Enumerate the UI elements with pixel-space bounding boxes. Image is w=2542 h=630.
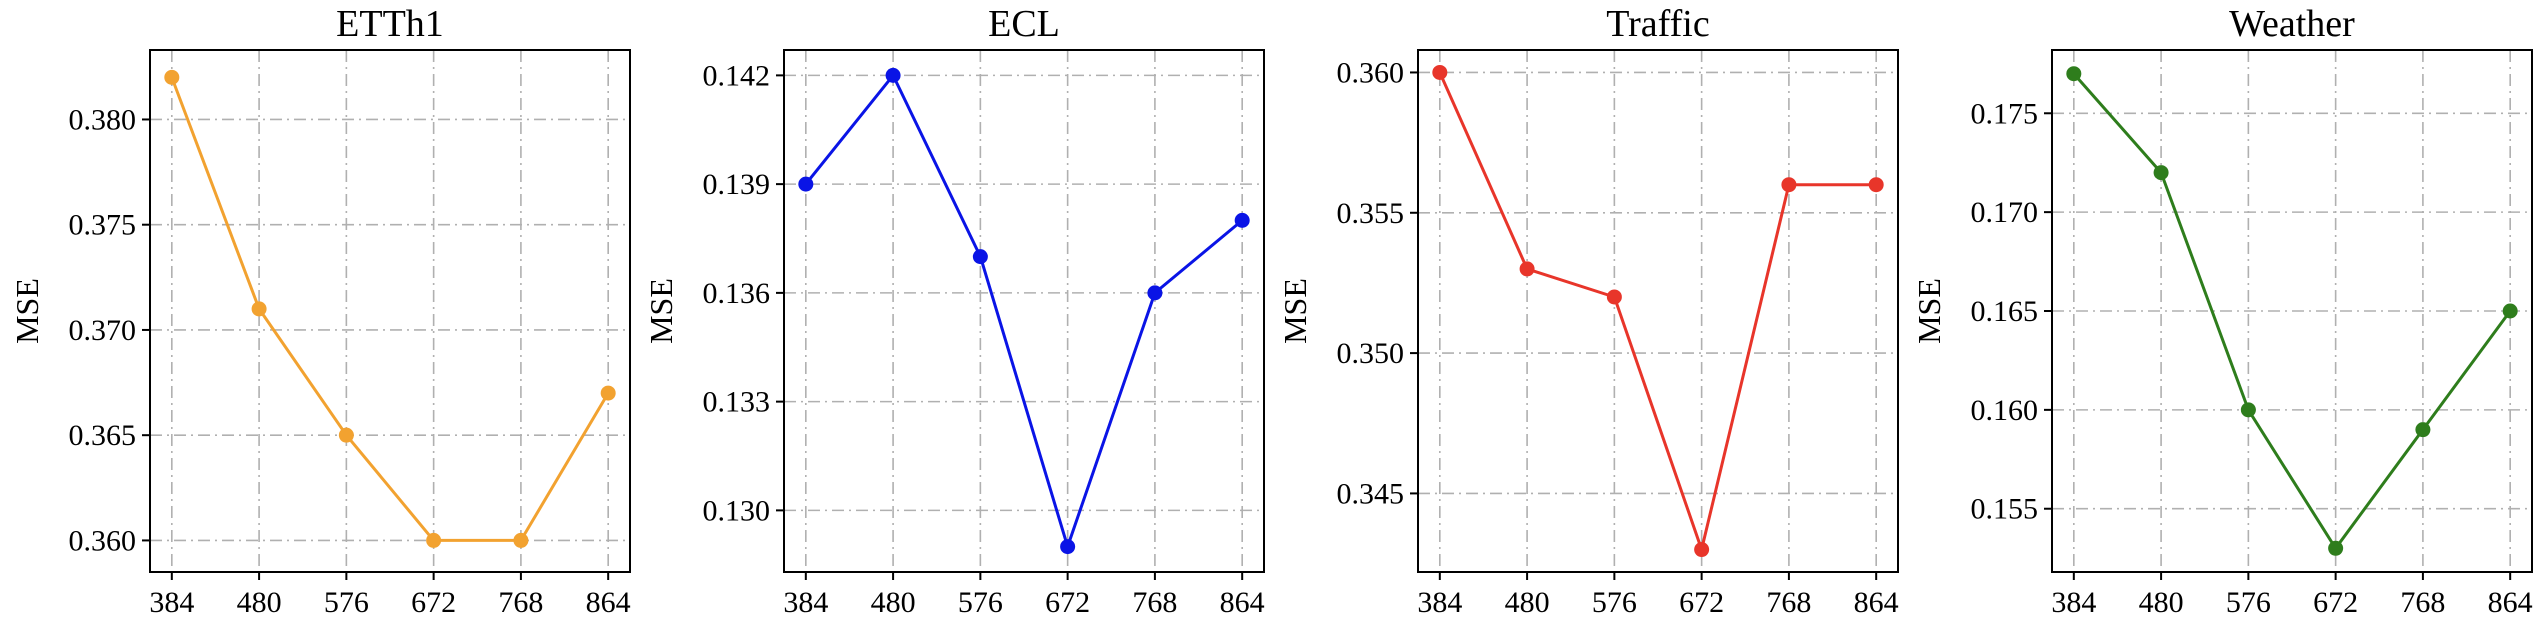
y-axis-label: MSE bbox=[643, 278, 679, 344]
x-tick-label: 768 bbox=[1766, 586, 1811, 619]
data-point bbox=[2415, 422, 2431, 438]
data-point bbox=[2502, 303, 2518, 319]
y-tick-label: 0.160 bbox=[1971, 394, 2039, 427]
y-tick-label: 0.355 bbox=[1337, 197, 1405, 230]
y-tick-label: 0.142 bbox=[703, 59, 771, 92]
data-point bbox=[1519, 261, 1535, 277]
data-point bbox=[1606, 289, 1622, 305]
y-tick-label: 0.370 bbox=[69, 314, 137, 347]
plot-frame bbox=[1417, 49, 1899, 573]
y-tick-label: 0.360 bbox=[69, 524, 137, 557]
data-point bbox=[885, 67, 901, 83]
x-tick-label: 384 bbox=[2051, 586, 2096, 619]
chart-panel: 384 480 576 672 768 864 0.155 0.160 0.165 0.170 0.… bbox=[1911, 3, 2533, 619]
data-point bbox=[1781, 177, 1797, 193]
plot-frame bbox=[149, 49, 631, 573]
y-tick-label: 0.165 bbox=[1971, 295, 2039, 328]
data-point bbox=[1868, 177, 1884, 193]
x-tick-label: 672 bbox=[1679, 586, 1724, 619]
x-tick-label: 864 bbox=[586, 586, 631, 619]
x-tick-label: 864 bbox=[1854, 586, 1899, 619]
x-tick-label: 864 bbox=[2488, 586, 2533, 619]
x-tick-label: 576 bbox=[958, 586, 1003, 619]
data-point bbox=[1694, 542, 1710, 558]
data-point bbox=[798, 176, 814, 192]
data-point bbox=[2240, 402, 2256, 418]
y-tick-label: 0.350 bbox=[1337, 337, 1405, 370]
y-axis-label: MSE bbox=[1911, 278, 1947, 344]
y-tick-label: 0.175 bbox=[1971, 97, 2039, 130]
y-tick-label: 0.365 bbox=[69, 419, 137, 452]
x-tick-label: 768 bbox=[2400, 586, 2445, 619]
data-point bbox=[164, 69, 180, 85]
data-point bbox=[513, 532, 529, 548]
y-tick-label: 0.136 bbox=[703, 277, 771, 310]
y-tick-label: 0.155 bbox=[1971, 493, 2039, 526]
chart-panel: 384 480 576 672 768 864 0.130 0.133 0.136 0.139 0.… bbox=[643, 3, 1265, 619]
x-tick-label: 672 bbox=[1045, 586, 1090, 619]
data-point bbox=[972, 249, 988, 265]
x-tick-label: 384 bbox=[149, 586, 194, 619]
data-point bbox=[2066, 66, 2082, 82]
data-point bbox=[2328, 540, 2344, 556]
y-tick-label: 0.345 bbox=[1337, 477, 1405, 510]
x-tick-label: 768 bbox=[1132, 586, 1177, 619]
chart-panel: 384 480 576 672 768 864 0.345 0.350 0.355 0.360 Tr… bbox=[1277, 3, 1899, 619]
chart-title: Weather bbox=[2229, 3, 2355, 45]
chart-panel: 384 480 576 672 768 864 0.360 0.365 0.370 0.375 0.… bbox=[9, 3, 631, 619]
x-tick-label: 480 bbox=[237, 586, 282, 619]
series-line bbox=[2072, 72, 2512, 550]
y-tick-label: 0.375 bbox=[69, 209, 137, 242]
y-tick-label: 0.170 bbox=[1971, 196, 2039, 229]
data-point bbox=[1432, 64, 1448, 80]
data-point bbox=[1060, 539, 1076, 555]
series-line bbox=[804, 73, 1244, 549]
series-line bbox=[170, 76, 610, 542]
series-line bbox=[1438, 71, 1877, 551]
x-tick-label: 384 bbox=[1417, 586, 1462, 619]
y-tick-label: 0.139 bbox=[703, 168, 771, 201]
data-point bbox=[1147, 285, 1163, 301]
chart-title: ETTh1 bbox=[336, 3, 444, 45]
x-tick-label: 480 bbox=[871, 586, 916, 619]
y-axis-label: MSE bbox=[1277, 278, 1313, 344]
x-tick-label: 480 bbox=[1505, 586, 1550, 619]
data-point bbox=[338, 427, 354, 443]
y-tick-label: 0.380 bbox=[69, 103, 137, 136]
y-tick-label: 0.130 bbox=[703, 494, 771, 527]
data-point bbox=[600, 385, 616, 401]
y-tick-label: 0.360 bbox=[1337, 56, 1405, 89]
x-tick-label: 672 bbox=[411, 586, 456, 619]
x-tick-label: 768 bbox=[498, 586, 543, 619]
x-tick-label: 672 bbox=[2313, 586, 2358, 619]
x-tick-label: 864 bbox=[1220, 586, 1265, 619]
data-point bbox=[1234, 212, 1250, 228]
data-point bbox=[251, 301, 267, 317]
x-tick-label: 576 bbox=[324, 586, 369, 619]
data-point bbox=[2153, 165, 2169, 181]
x-tick-label: 576 bbox=[2226, 586, 2271, 619]
plot-frame bbox=[783, 49, 1265, 573]
y-tick-label: 0.133 bbox=[703, 386, 771, 419]
x-tick-label: 384 bbox=[783, 586, 828, 619]
x-tick-label: 480 bbox=[2139, 586, 2184, 619]
chart-title: ECL bbox=[988, 3, 1060, 45]
data-point bbox=[426, 532, 442, 548]
x-tick-label: 576 bbox=[1592, 586, 1637, 619]
y-axis-label: MSE bbox=[9, 278, 45, 344]
chart-title: Traffic bbox=[1606, 3, 1709, 45]
